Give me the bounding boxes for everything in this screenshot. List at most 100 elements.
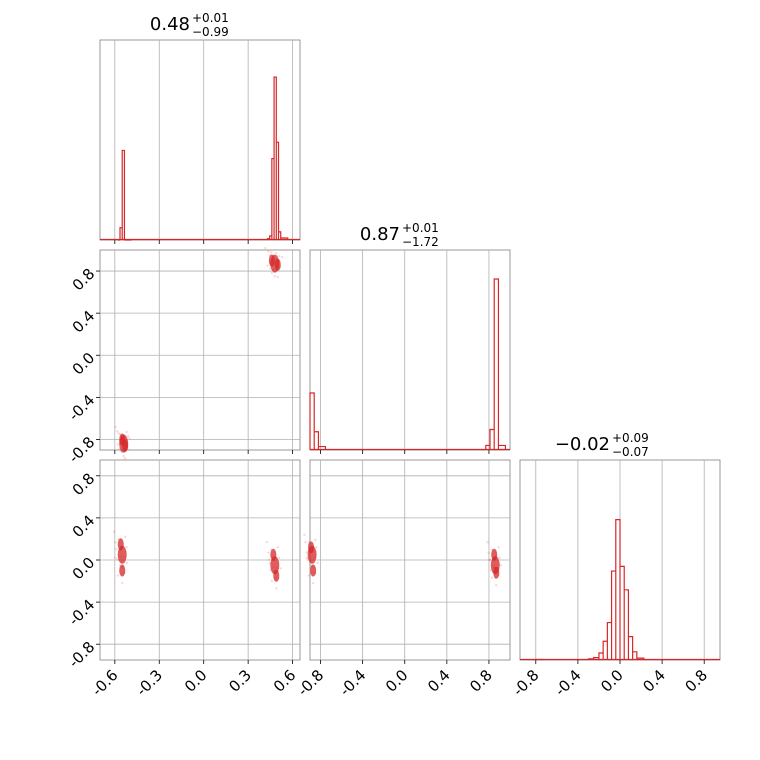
sample-point [497,573,500,577]
density-blob [117,538,124,551]
sample-point [488,558,491,562]
sample-point [265,541,268,544]
density-blob [117,545,127,564]
sample-point [121,566,124,569]
sample-point [488,558,492,561]
sample-point [126,447,129,450]
sample-point [272,261,276,265]
sample-point [312,548,315,552]
x-tick-label: -0.6 [88,666,121,699]
sample-point [116,574,120,577]
sample-point [119,555,122,558]
sample-point [278,266,282,269]
sample-point [120,437,123,440]
sample-point [490,548,494,551]
sample-point [273,576,277,579]
sample-point [118,548,122,551]
sample-point [494,576,497,579]
sample-point [495,583,498,587]
sample-point [489,569,493,572]
y-tick-label: 0.8 [69,469,99,499]
sample-point [305,556,308,560]
sample-point [124,444,128,448]
sample-point [267,249,270,253]
sample-point [497,546,500,549]
sample-point [486,541,489,544]
panel-frame [99,249,301,451]
x-tick-label: 0.3 [225,666,255,696]
x-tick-label: 0.8 [466,666,496,696]
sample-point [280,256,284,259]
sample-point [303,533,306,537]
sample-point [271,559,274,562]
param-title-plus: +0.01 [402,221,439,235]
sample-point [269,267,272,270]
x-tick-label: -0.8 [509,666,542,699]
y-tick-label: -0.4 [65,596,98,629]
sample-point [277,577,280,580]
panel-frame [99,39,301,241]
sample-point [275,566,279,569]
panel-frame [309,249,511,451]
sample-point [314,571,317,575]
sample-point [116,558,120,561]
density-blob [308,541,315,554]
sample-point [314,538,317,542]
sample-point [275,251,278,255]
x-tick-label: 0.0 [597,666,627,696]
param-title-value: −0.02 [555,434,610,455]
y-tick-label: -0.8 [65,433,98,466]
sample-point [269,548,273,551]
sample-point [123,535,127,538]
sample-point [307,541,311,544]
x-tick-label: 0.4 [424,666,454,696]
density-blob [270,548,277,561]
sample-point [491,559,495,562]
y-tick-label: -0.4 [65,391,98,424]
sample-point [490,576,494,579]
sample-point [487,551,490,554]
sample-point [118,447,121,450]
x-tick-label: -0.8 [294,666,327,699]
x-tick-label: 0.6 [270,666,300,696]
sample-point [122,454,125,458]
sample-point [270,579,274,582]
sample-point [117,538,120,541]
sample-point [267,551,270,554]
x-tick-label: -0.4 [551,666,584,699]
sample-point [316,561,319,565]
sample-point [121,439,125,442]
density-blob [310,564,317,577]
sample-point [492,566,496,569]
param-title-plus: +0.01 [192,11,229,25]
sample-point [272,569,276,572]
sample-point [121,450,124,454]
sample-point [275,264,279,268]
sample-point [112,530,116,533]
sample-point [266,264,269,267]
density-blob [493,566,500,579]
sample-point [117,432,120,435]
x-tick-label: -0.3 [133,666,166,699]
sample-point [116,443,120,446]
sample-point [270,271,274,275]
sample-point [118,433,122,436]
sample-point [123,457,127,460]
sample-point [123,571,126,575]
x-tick-label: 0.0 [382,666,412,696]
sample-point [498,556,501,559]
sample-point [276,546,279,549]
sample-point [272,566,275,569]
sample-point [126,434,130,438]
sample-point [273,274,277,278]
sample-point [118,564,122,567]
x-tick-label: 0.8 [681,666,711,696]
sample-point [499,563,502,567]
sample-point [123,556,126,559]
sample-point [275,587,278,590]
sample-point [267,558,271,561]
sample-point [274,556,277,559]
sample-point [315,546,318,549]
sample-point [274,258,277,261]
param-title-minus: −0.99 [192,25,229,39]
